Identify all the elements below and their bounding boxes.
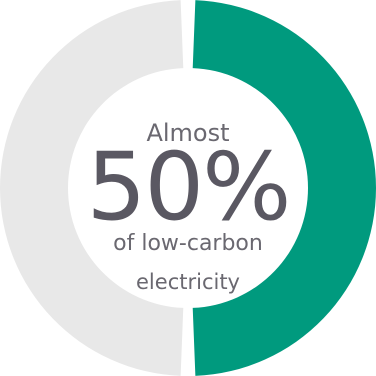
donut-slice-low-carbon [192, 0, 376, 376]
donut-slice-other [0, 0, 184, 376]
